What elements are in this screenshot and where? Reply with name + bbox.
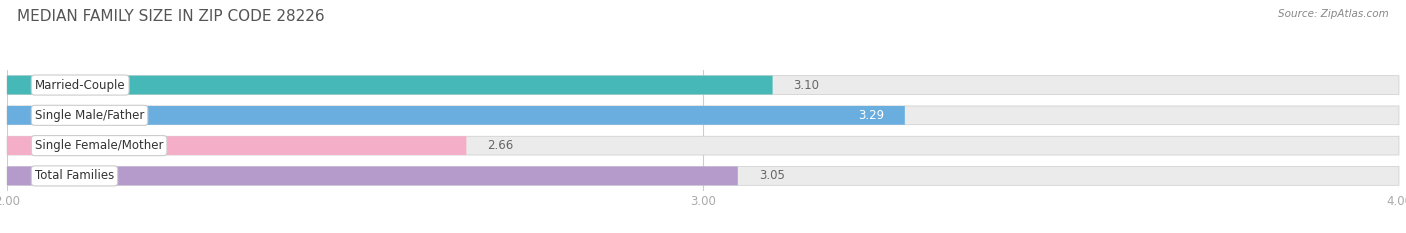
FancyBboxPatch shape xyxy=(7,136,1399,155)
FancyBboxPatch shape xyxy=(7,136,467,155)
FancyBboxPatch shape xyxy=(7,76,773,94)
Text: MEDIAN FAMILY SIZE IN ZIP CODE 28226: MEDIAN FAMILY SIZE IN ZIP CODE 28226 xyxy=(17,9,325,24)
FancyBboxPatch shape xyxy=(7,167,1399,185)
Text: 3.29: 3.29 xyxy=(858,109,884,122)
Text: Single Female/Mother: Single Female/Mother xyxy=(35,139,163,152)
Text: 3.05: 3.05 xyxy=(759,169,785,182)
Text: Source: ZipAtlas.com: Source: ZipAtlas.com xyxy=(1278,9,1389,19)
Text: Single Male/Father: Single Male/Father xyxy=(35,109,145,122)
Text: Married-Couple: Married-Couple xyxy=(35,79,125,92)
FancyBboxPatch shape xyxy=(7,76,1399,94)
FancyBboxPatch shape xyxy=(7,106,1399,125)
Text: Total Families: Total Families xyxy=(35,169,114,182)
Text: 3.10: 3.10 xyxy=(793,79,820,92)
Text: 2.66: 2.66 xyxy=(488,139,513,152)
FancyBboxPatch shape xyxy=(7,106,905,125)
FancyBboxPatch shape xyxy=(7,167,738,185)
